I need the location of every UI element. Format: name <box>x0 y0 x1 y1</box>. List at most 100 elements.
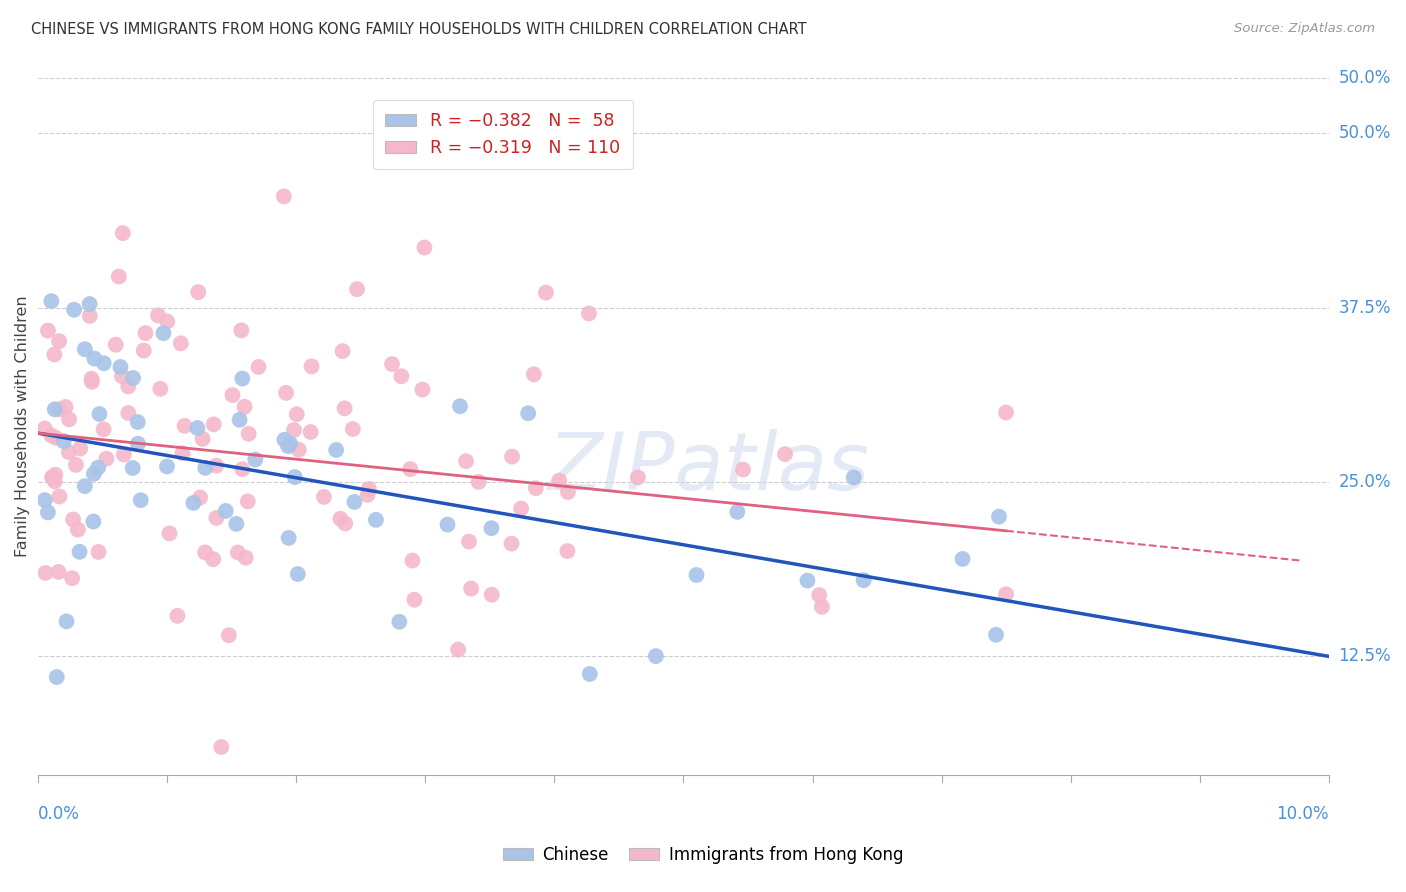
Point <box>205 511 228 525</box>
Point <box>194 460 217 475</box>
Point <box>69 545 91 559</box>
Point <box>235 550 257 565</box>
Point <box>96 451 118 466</box>
Point <box>335 516 357 531</box>
Point <box>79 297 101 311</box>
Point <box>191 432 214 446</box>
Point <box>44 431 66 445</box>
Point <box>283 423 305 437</box>
Point <box>852 573 875 587</box>
Point <box>218 628 240 642</box>
Point <box>69 442 91 456</box>
Point <box>447 642 470 657</box>
Point <box>104 337 127 351</box>
Point <box>60 571 83 585</box>
Point <box>517 406 540 420</box>
Text: ZIPatlas: ZIPatlas <box>548 429 870 507</box>
Point <box>342 422 364 436</box>
Point <box>460 582 482 596</box>
Point <box>557 485 579 500</box>
Point <box>156 459 179 474</box>
Point <box>187 285 209 300</box>
Point <box>121 461 143 475</box>
Point <box>83 351 105 366</box>
Point <box>578 306 600 320</box>
Y-axis label: Family Households with Children: Family Households with Children <box>15 295 30 557</box>
Point <box>481 588 503 602</box>
Point <box>226 545 249 559</box>
Point <box>436 517 458 532</box>
Point <box>458 534 481 549</box>
Point <box>228 413 250 427</box>
Point <box>111 369 134 384</box>
Point <box>236 494 259 508</box>
Point <box>231 371 253 385</box>
Point <box>995 405 1018 419</box>
Point <box>773 447 796 461</box>
Point <box>73 479 96 493</box>
Point <box>55 615 77 629</box>
Point <box>37 505 59 519</box>
Point <box>132 343 155 358</box>
Point <box>146 309 169 323</box>
Point <box>548 474 571 488</box>
Point <box>245 452 267 467</box>
Point <box>39 428 62 442</box>
Point <box>524 481 547 495</box>
Point <box>63 302 86 317</box>
Point <box>284 470 307 484</box>
Point <box>93 422 115 436</box>
Point <box>364 513 387 527</box>
Text: Source: ZipAtlas.com: Source: ZipAtlas.com <box>1234 22 1375 36</box>
Point <box>37 324 59 338</box>
Point <box>156 314 179 328</box>
Text: 50.0%: 50.0% <box>1339 69 1391 87</box>
Point <box>44 467 66 482</box>
Point <box>995 587 1018 601</box>
Point <box>62 512 84 526</box>
Point <box>127 436 149 450</box>
Legend: Chinese, Immigrants from Hong Kong: Chinese, Immigrants from Hong Kong <box>496 839 910 871</box>
Point <box>333 401 356 416</box>
Point <box>42 470 65 484</box>
Point <box>159 526 181 541</box>
Point <box>52 434 75 449</box>
Point <box>725 505 748 519</box>
Point <box>299 425 322 439</box>
Point <box>58 412 80 426</box>
Point <box>411 383 433 397</box>
Point <box>34 421 56 435</box>
Point <box>274 385 297 400</box>
Point <box>82 515 104 529</box>
Point <box>312 490 335 504</box>
Point <box>80 375 103 389</box>
Point <box>808 588 831 602</box>
Point <box>89 407 111 421</box>
Point <box>117 379 139 393</box>
Text: 25.0%: 25.0% <box>1339 473 1391 491</box>
Point <box>45 670 67 684</box>
Point <box>111 226 134 240</box>
Point <box>479 521 502 535</box>
Point <box>48 565 70 579</box>
Point <box>41 294 63 309</box>
Point <box>194 545 217 559</box>
Point <box>273 189 295 203</box>
Point <box>231 323 253 337</box>
Point <box>186 421 208 435</box>
Point <box>87 460 110 475</box>
Point <box>984 628 1007 642</box>
Point <box>202 552 225 566</box>
Point <box>231 462 253 476</box>
Point <box>44 402 66 417</box>
Point <box>413 240 436 254</box>
Point <box>510 501 533 516</box>
Point <box>627 470 650 484</box>
Point <box>112 447 135 461</box>
Point <box>166 608 188 623</box>
Point <box>332 344 354 359</box>
Point <box>152 326 174 340</box>
Point <box>202 417 225 432</box>
Point <box>108 269 131 284</box>
Point <box>209 739 232 754</box>
